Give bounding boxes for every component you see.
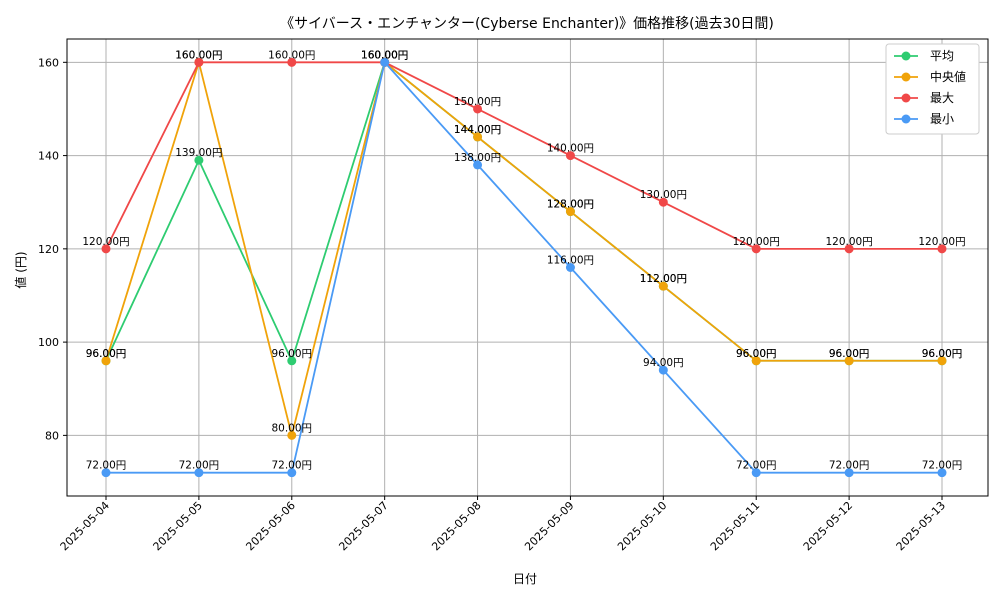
data-label: 96.00円 (86, 348, 127, 360)
data-point (844, 244, 854, 254)
data-point (194, 155, 204, 165)
data-label: 96.00円 (829, 348, 870, 360)
series-line-4 (106, 60, 942, 474)
data-point (658, 197, 668, 207)
y-axis-label: 値 (円) (13, 251, 28, 288)
data-label: 96.00円 (271, 348, 312, 360)
legend-entry-label: 平均 (930, 49, 954, 63)
data-label: 128.00円 (547, 199, 594, 211)
data-label: 160.00円 (268, 49, 315, 61)
chart-title: 《サイバース・エンチャンター(Cyberse Enchanter)》価格推移(過… (280, 16, 774, 32)
data-point (937, 244, 947, 254)
series-layer (101, 57, 947, 478)
data-label: 96.00円 (829, 348, 870, 360)
data-label: 96.00円 (736, 348, 777, 360)
legend-swatch-marker (901, 51, 911, 61)
legend-swatch-marker (901, 93, 911, 103)
data-label: 120.00円 (82, 236, 129, 248)
data-label: 128.00円 (547, 199, 594, 211)
data-point (287, 57, 297, 67)
y-tick-label: 140 (38, 150, 59, 163)
data-label: 72.00円 (736, 460, 777, 472)
data-point (751, 244, 761, 254)
data-label: 72.00円 (922, 460, 963, 472)
data-label: 160.00円 (361, 49, 408, 61)
data-point (473, 104, 483, 114)
data-point (473, 160, 483, 170)
series-line-3 (105, 61, 942, 250)
data-label: 140.00円 (547, 143, 594, 155)
data-label: 160.00円 (175, 49, 222, 61)
legend-entry-label: 中央値 (930, 69, 966, 84)
data-label: 72.00円 (271, 460, 312, 472)
data-point (751, 468, 761, 478)
legend-swatch-marker (901, 72, 911, 82)
data-label: 130.00円 (640, 189, 687, 201)
legend-entry-label: 最小 (930, 112, 954, 126)
data-point (287, 430, 297, 440)
data-label: 116.00円 (547, 255, 594, 267)
data-point (937, 468, 947, 478)
data-label: 80.00円 (271, 422, 312, 434)
data-point (101, 468, 111, 478)
data-point (194, 57, 204, 67)
data-label: 160.00円 (361, 49, 408, 61)
grid-layer (67, 39, 988, 496)
data-label: 160.00円 (175, 49, 222, 61)
data-label-layer: 96.00円 139.00円 96.00円 160.00円 144.00円 128.00円… (82, 49, 965, 471)
data-point (101, 244, 111, 254)
data-label: 72.00円 (179, 460, 220, 472)
data-label: 96.00円 (86, 348, 127, 360)
data-point (565, 151, 575, 161)
series-line-2 (105, 58, 942, 436)
data-point (565, 263, 575, 272)
data-point (937, 356, 947, 366)
data-label: 112.00円 (640, 273, 687, 285)
data-label: 150.00円 (454, 96, 501, 108)
data-label: 120.00円 (918, 236, 965, 248)
data-label: 72.00円 (86, 460, 127, 472)
data-point (101, 356, 111, 366)
data-label: 144.00円 (454, 124, 501, 136)
data-label: 144.00円 (454, 124, 501, 136)
data-label: 96.00円 (922, 348, 963, 360)
data-point (844, 468, 854, 478)
data-label: 96.00円 (736, 348, 777, 360)
y-tick-label: 80 (45, 429, 59, 442)
data-label: 94.00円 (643, 357, 684, 369)
y-tick-label: 160 (38, 56, 59, 69)
data-point (473, 132, 483, 142)
data-point (844, 356, 854, 366)
data-label: 160.00円 (361, 49, 408, 61)
plot-frame (66, 38, 989, 497)
data-point (380, 57, 390, 67)
data-point (751, 356, 761, 366)
x-axis-label: 日付 (513, 572, 537, 586)
data-point (194, 468, 204, 478)
data-label: 160.00円 (361, 49, 408, 61)
data-label: 96.00円 (922, 348, 963, 360)
data-point (287, 356, 297, 366)
legend-box (885, 43, 980, 135)
data-label: 112.00円 (640, 273, 687, 285)
data-label: 120.00円 (733, 236, 780, 248)
data-point (658, 281, 668, 291)
legend-entry-label: 最大 (930, 91, 954, 105)
data-point (658, 365, 668, 375)
data-point (287, 468, 297, 478)
data-label: 138.00円 (454, 152, 501, 164)
legend-swatch-marker (901, 114, 911, 124)
data-label: 120.00円 (825, 236, 872, 248)
y-tick-label: 100 (38, 336, 59, 349)
y-tick-label: 120 (38, 243, 59, 256)
data-label: 139.00円 (175, 147, 222, 159)
data-label: 72.00円 (829, 460, 870, 472)
data-point (565, 207, 575, 217)
